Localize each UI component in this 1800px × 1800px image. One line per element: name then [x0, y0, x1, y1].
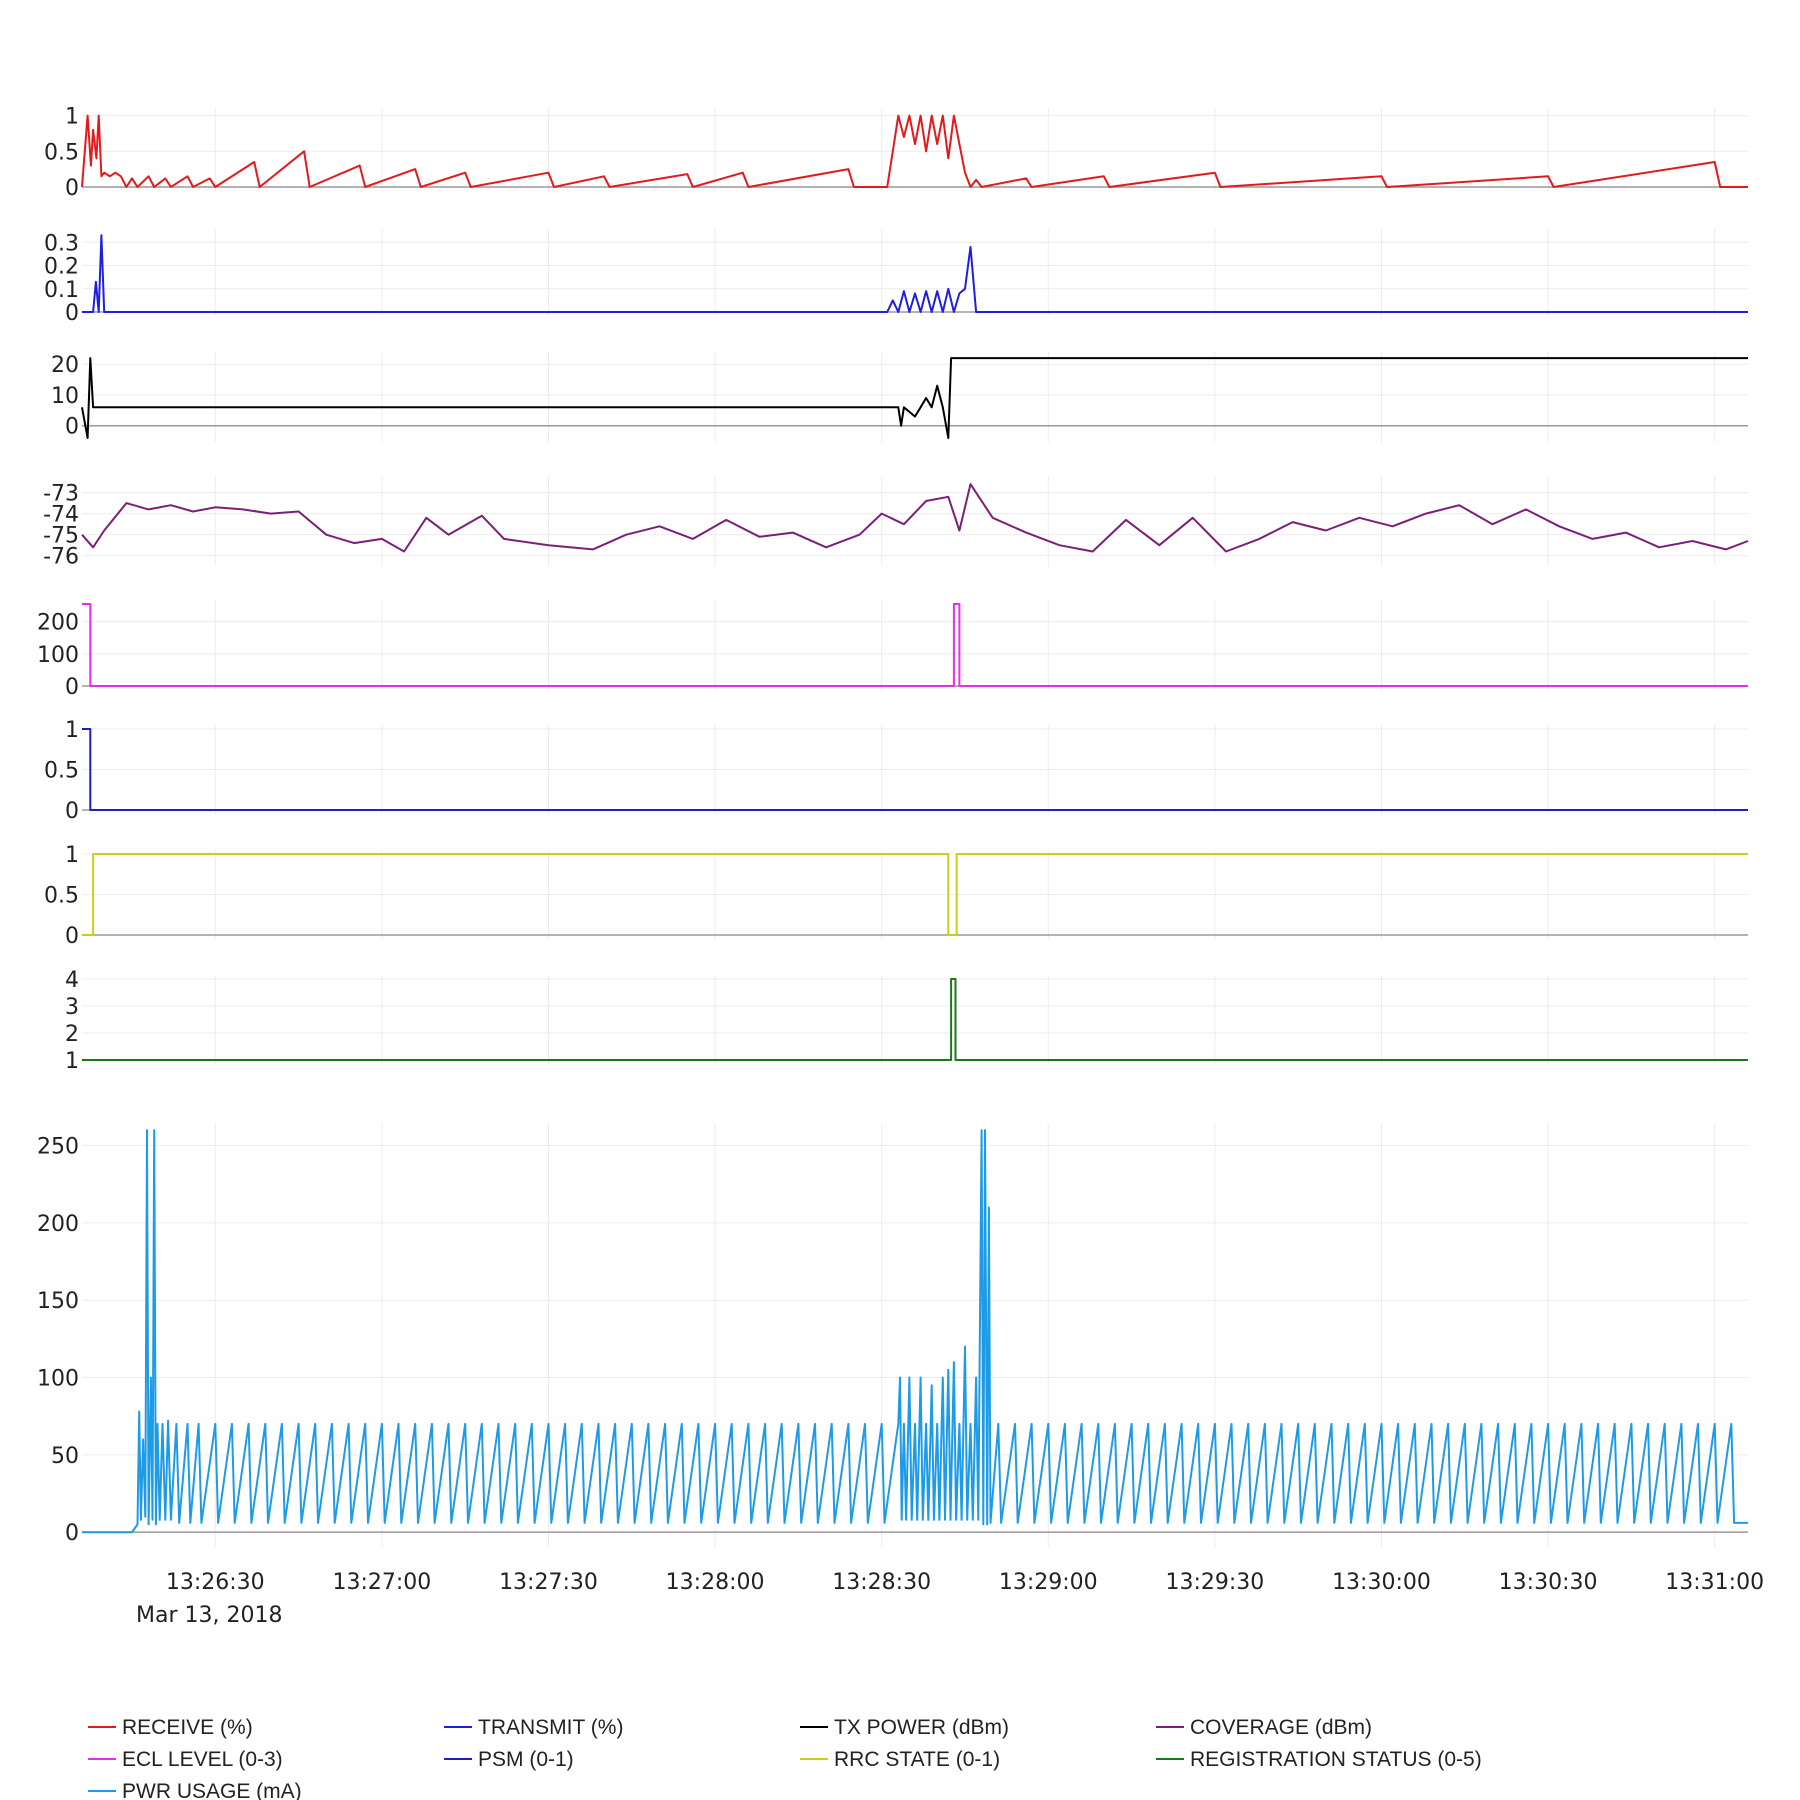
y-tick-label: 200: [37, 1212, 79, 1237]
chart-panels: 00.5100.10.20.301020-76-75-74-7301002000…: [37, 105, 1749, 1547]
series-line: [82, 728, 1748, 811]
y-tick-label: -76: [43, 545, 79, 570]
y-tick-label: 1: [65, 1049, 79, 1074]
panel-5: 0 100 200: [37, 600, 1748, 700]
x-axis: Mar 13, 2018 13:26:30 13:27:00 13:27:30 13:…: [136, 1570, 1764, 1628]
y-tick-label: 0: [65, 924, 79, 949]
legend-item: RRC STATE (0-1): [800, 1748, 1000, 1771]
y-tick-label: 100: [37, 1367, 79, 1392]
y-tick-label: 10: [51, 384, 79, 409]
y-tick-label: 50: [51, 1444, 79, 1469]
legend-label: RECEIVE (%): [122, 1716, 253, 1739]
y-tick-label: 1: [65, 718, 79, 743]
legend-label: PWR USAGE (mA): [122, 1780, 302, 1800]
series-line: [82, 978, 1748, 1061]
y-tick-label: 0.2: [44, 255, 79, 280]
y-tick-label: 150: [37, 1289, 79, 1314]
y-tick-label: 100: [37, 643, 79, 668]
legend: RECEIVE (%) TRANSMIT (%) TX POWER (dBm) COV…: [88, 1716, 1482, 1800]
y-tick-label: 200: [37, 611, 79, 636]
legend-item: REGISTRATION STATUS (0-5): [1156, 1748, 1482, 1771]
legend-label: PSM (0-1): [478, 1748, 574, 1771]
panel-1: 00.51: [44, 105, 1748, 201]
y-tick-label: 0: [65, 1521, 79, 1546]
legend-item: COVERAGE (dBm): [1156, 1716, 1372, 1739]
y-tick-label: 4: [65, 968, 79, 993]
y-tick-label: 0.3: [44, 231, 79, 256]
series-line: [82, 853, 1748, 936]
x-tick-label: 13:31:00: [1665, 1570, 1764, 1595]
y-tick-label: 0.1: [44, 278, 79, 303]
legend-item: TRANSMIT (%): [444, 1716, 623, 1739]
legend-label: TX POWER (dBm): [834, 1716, 1009, 1739]
y-tick-label: 0: [65, 415, 79, 440]
y-tick-label: -75: [43, 524, 79, 549]
x-axis-date-label: Mar 13, 2018: [136, 1603, 282, 1628]
legend-item: PWR USAGE (mA): [88, 1780, 302, 1800]
x-tick-label: 13:30:30: [1499, 1570, 1598, 1595]
y-tick-label: 3: [65, 995, 79, 1020]
y-tick-label: 1: [65, 105, 79, 130]
legend-item: RECEIVE (%): [88, 1716, 253, 1739]
legend-label: COVERAGE (dBm): [1190, 1716, 1372, 1739]
panel-2: 00.10.20.3: [44, 229, 1748, 326]
series-line: [82, 1129, 1748, 1534]
legend-label: TRANSMIT (%): [478, 1716, 623, 1739]
x-tick-label: 13:29:00: [999, 1570, 1098, 1595]
x-tick-label: 13:30:00: [1332, 1570, 1431, 1595]
legend-item: TX POWER (dBm): [800, 1716, 1009, 1739]
y-tick-label: 0.5: [44, 759, 79, 784]
y-tick-label: -73: [43, 482, 79, 507]
y-tick-label: 0: [65, 301, 79, 326]
panel-4: -76-75-74-73: [43, 476, 1749, 570]
series-line: [82, 603, 1748, 687]
y-tick-label: 0: [65, 675, 79, 700]
series-line: [81, 357, 1748, 439]
y-tick-label: 0: [65, 799, 79, 824]
series-line: [82, 234, 1748, 313]
y-tick-label: 20: [51, 353, 79, 378]
legend-item: PSM (0-1): [444, 1748, 574, 1771]
y-tick-label: 0: [65, 176, 79, 201]
y-tick-label: 0.5: [44, 140, 79, 165]
legend-item: ECL LEVEL (0-3): [88, 1748, 283, 1771]
legend-label: REGISTRATION STATUS (0-5): [1190, 1748, 1482, 1771]
y-tick-label: 0.5: [44, 884, 79, 909]
y-tick-label: 250: [37, 1135, 79, 1160]
panel-3: 0 10 20: [51, 351, 1748, 442]
x-tick-label: 13:29:30: [1165, 1570, 1264, 1595]
y-tick-label: 2: [65, 1022, 79, 1047]
x-tick-label: 13:27:30: [499, 1570, 598, 1595]
y-tick-label: 1: [65, 843, 79, 868]
x-tick-label: 13:28:30: [832, 1570, 931, 1595]
y-tick-label: -74: [43, 503, 79, 528]
panel-7: 00.51: [44, 843, 1748, 949]
x-tick-label: 13:28:00: [666, 1570, 765, 1595]
series-line: [81, 114, 1748, 188]
legend-label: RRC STATE (0-1): [834, 1748, 1000, 1771]
x-tick-label: 13:26:30: [166, 1570, 265, 1595]
x-tick-label: 13:27:00: [332, 1570, 431, 1595]
panel-6: 00.51: [44, 718, 1748, 824]
series-line: [81, 483, 1749, 553]
legend-label: ECL LEVEL (0-3): [122, 1748, 283, 1771]
panel-9: 0 50 100 150 200 250: [37, 1123, 1748, 1547]
